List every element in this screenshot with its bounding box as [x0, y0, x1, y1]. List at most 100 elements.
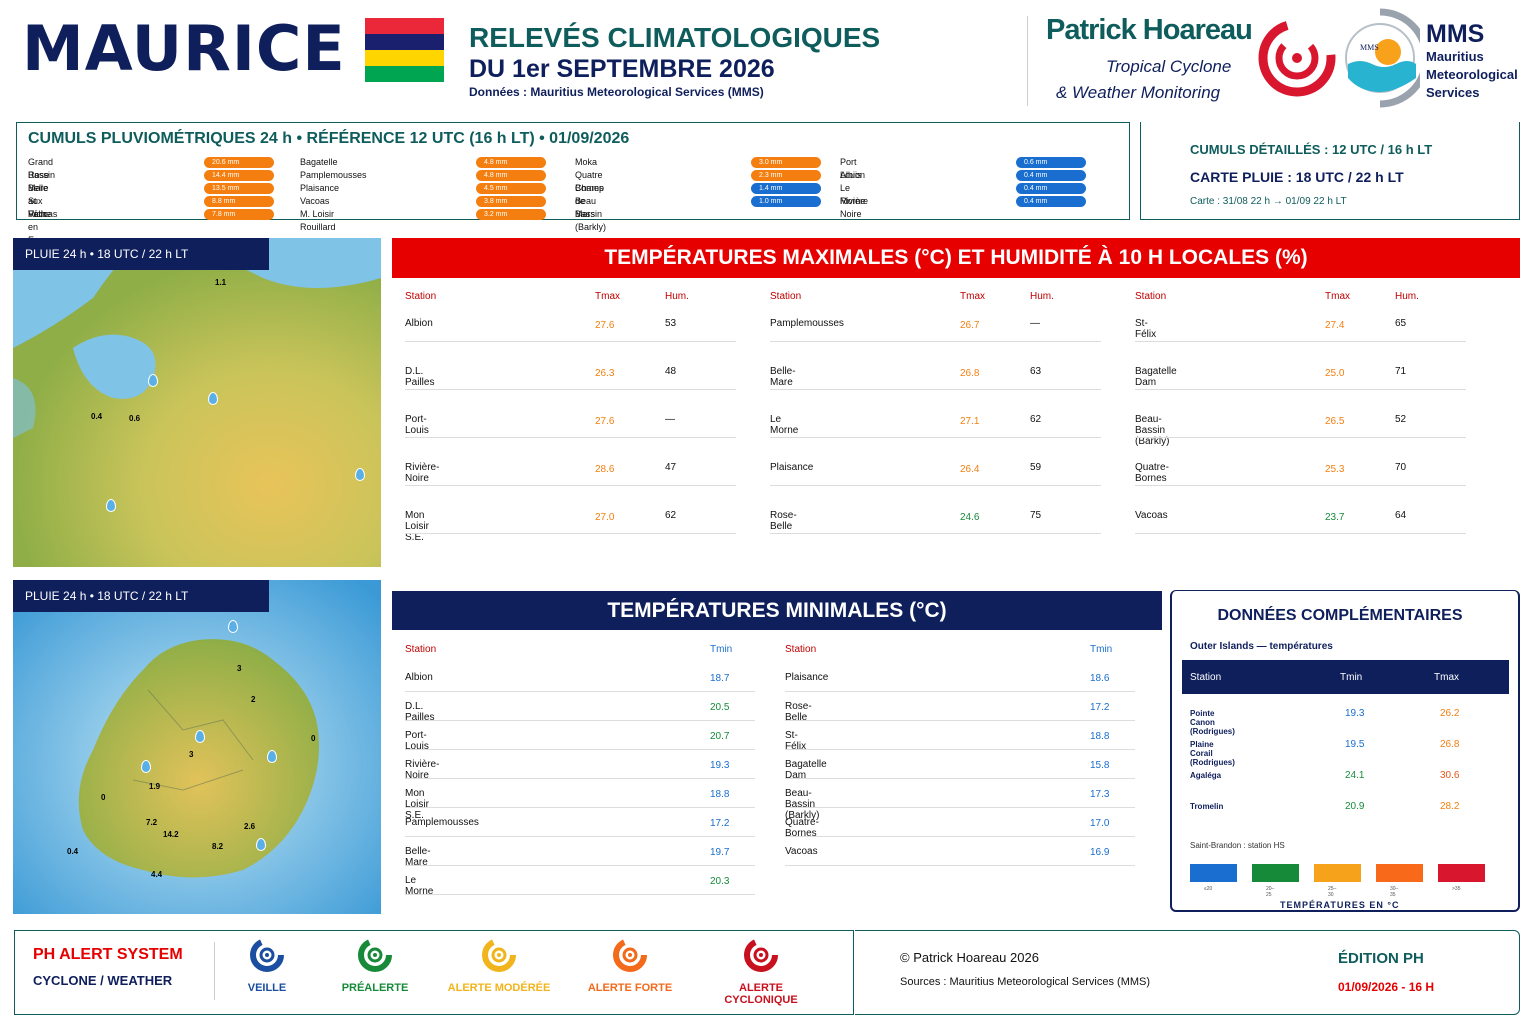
row-divider — [785, 749, 1135, 750]
rain-value-pill: 3.0 mm — [751, 157, 821, 168]
tmin-value: 20.5 — [710, 702, 730, 713]
legend-label: 30–35 — [1390, 886, 1399, 898]
rain-map-period: Carte : 31/08 22 h → 01/09 22 h LT — [1190, 196, 1347, 207]
station-name: Rivière-Noire — [405, 759, 440, 781]
cyclone-alert-icon — [744, 938, 778, 972]
tmax-header: TEMPÉRATURES MAXIMALES (°C) ET HUMIDITÉ … — [392, 238, 1520, 278]
outer-tmax: 30.6 — [1440, 770, 1460, 781]
tmax-value: 27.6 — [595, 320, 615, 331]
rain-map-label: PLUIE 24 h • 18 UTC / 22 h LT — [13, 580, 269, 612]
cyclone-logo-icon — [1258, 19, 1336, 97]
humidity-value: 53 — [665, 318, 677, 329]
rain-value-pill: 7.8 mm — [204, 209, 274, 220]
station-name: Le Morne — [405, 875, 434, 897]
tmin-value: 16.9 — [1090, 847, 1110, 858]
station-name: Rose-Belle — [785, 701, 812, 723]
brand-name: Patrick Hoareau — [1046, 14, 1253, 46]
mms-logo-icon: MMS — [1345, 8, 1420, 108]
station-name: St-Félix — [785, 730, 807, 752]
legend-swatch — [1376, 864, 1423, 882]
tmax-value: 23.7 — [1325, 512, 1345, 523]
row-divider — [770, 341, 1101, 342]
station-name: Pamplemousses — [405, 817, 479, 828]
outer-tmax: 26.2 — [1440, 708, 1460, 719]
outer-tmin: 20.9 — [1345, 801, 1365, 812]
rain-station-name: Champ de Mars — [575, 183, 605, 219]
humidity-value: 64 — [1395, 510, 1407, 521]
tmax-value: 26.5 — [1325, 416, 1345, 427]
report-title: RELEVÉS CLIMATOLOGIQUES — [469, 22, 881, 53]
raindrop-icon — [228, 620, 238, 633]
station-name: Quatre-Bornes — [1135, 462, 1169, 484]
tmax-value: 24.6 — [960, 512, 980, 523]
tmin-value: 20.3 — [710, 876, 730, 887]
rain-value: 3 — [237, 664, 242, 673]
legend-title: TEMPÉRATURES EN °C — [1280, 900, 1400, 910]
rain-value-pill: 8.8 mm — [204, 196, 274, 207]
station-name: Vacoas — [785, 846, 818, 857]
rain-value: 0.6 — [129, 414, 141, 423]
col-station: Station — [405, 644, 437, 655]
rain-map-island: PLUIE 24 h • 18 UTC / 22 h LT 3 2 0 3 1.… — [13, 580, 381, 914]
outer-tmin: 19.5 — [1345, 739, 1365, 750]
rain-station-name: Port Louis — [840, 157, 862, 180]
outer-station-name: Plaine Corail (Rodrigues) — [1190, 740, 1235, 767]
legend-swatch — [1438, 864, 1485, 882]
rain-value-pill: 3.2 mm — [476, 209, 546, 220]
row-divider — [770, 389, 1101, 390]
col-station: Station — [1190, 672, 1222, 683]
humidity-value: 75 — [1030, 510, 1042, 521]
rain-title: CUMULS PLUVIOMÉTRIQUES 24 h • RÉFÉRENCE … — [28, 130, 630, 147]
rain-value: 1.9 — [149, 782, 161, 791]
tmin-value: 18.7 — [710, 673, 730, 684]
station-name: Pamplemousses — [770, 318, 844, 329]
row-divider — [785, 836, 1135, 837]
col-tmin: Tmin — [1340, 672, 1363, 683]
copyright: © Patrick Hoareau 2026 — [900, 950, 1039, 965]
row-divider — [785, 720, 1135, 721]
tmax-value: 26.7 — [960, 320, 980, 331]
station-name: Belle-Mare — [405, 846, 431, 868]
rain-value-pill: 3.8 mm — [476, 196, 546, 207]
rain-station-name: Albion — [840, 170, 866, 180]
header-divider — [1027, 16, 1028, 106]
col-tmin: Tmin — [1090, 644, 1113, 655]
col-hum: Hum. — [1395, 291, 1419, 302]
row-divider — [785, 778, 1135, 779]
cyclone-alert-icon — [482, 938, 516, 972]
rain-station-name: Mare aux Vacoas — [28, 183, 58, 219]
brand-tagline-2: & Weather Monitoring — [1056, 83, 1221, 102]
mms-logo-text: MMS — [1360, 43, 1379, 52]
rain-value: 1.1 — [215, 278, 227, 287]
alert-level-label: VEILLE — [247, 982, 287, 994]
mauritius-flag — [365, 18, 444, 82]
station-name: Albion — [405, 318, 433, 329]
rain-value: 14.2 — [163, 830, 179, 839]
tmax-value: 26.4 — [960, 464, 980, 475]
row-divider — [785, 807, 1135, 808]
alert-level-label: ALERTE FORTE — [587, 982, 673, 994]
rain-value-pill: 20.6 mm — [204, 157, 274, 168]
cyclone-alert-icon — [358, 938, 392, 972]
row-divider — [405, 437, 736, 438]
raindrop-icon — [141, 760, 151, 773]
row-divider — [1135, 437, 1466, 438]
outer-station-name: Agaléga — [1190, 771, 1222, 780]
humidity-value: — — [665, 414, 675, 425]
station-name: Port-Louis — [405, 414, 429, 436]
rain-value: 7.2 — [146, 818, 158, 827]
footer-divider — [214, 942, 215, 1000]
row-divider — [405, 691, 755, 692]
row-divider — [405, 865, 755, 866]
humidity-value: 59 — [1030, 462, 1042, 473]
col-station: Station — [405, 291, 437, 302]
row-divider — [405, 389, 736, 390]
tmax-value: 26.8 — [960, 368, 980, 379]
col-hum: Hum. — [665, 291, 689, 302]
alert-level-label: ALERTE MODÉRÉE — [447, 982, 551, 994]
rain-value: 2 — [251, 695, 256, 704]
row-divider — [405, 720, 755, 721]
tmin-value: 17.2 — [710, 818, 730, 829]
rain-value: 4.4 — [151, 870, 163, 879]
row-divider — [405, 894, 755, 895]
